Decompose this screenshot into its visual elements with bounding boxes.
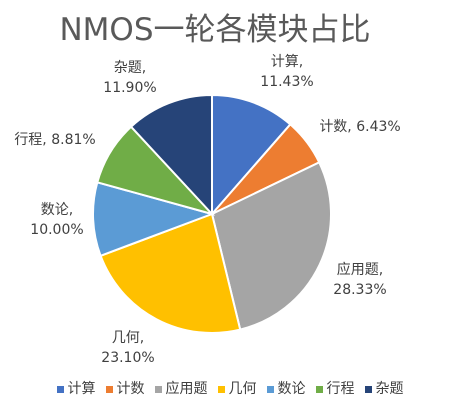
legend-item: 数论: [266, 378, 306, 398]
pie-slice: [210, 161, 332, 331]
legend-label: 数论: [277, 381, 306, 397]
legend-swatch: [105, 385, 113, 393]
data-label: 几何, 23.10%: [101, 330, 155, 366]
legend: 计算 计数 应用题 几何 数论 行程 杂题: [0, 378, 460, 398]
legend-label: 行程: [326, 381, 355, 397]
pie-slice: [92, 181, 216, 258]
legend-label: 计数: [116, 381, 145, 397]
legend-label: 杂题: [375, 381, 404, 397]
data-label: 应用题, 28.33%: [333, 262, 387, 298]
legend-item: 应用题: [154, 378, 208, 398]
data-label: 计数, 6.43%: [319, 119, 401, 135]
legend-item: 杂题: [364, 378, 404, 398]
pie-slice: [129, 93, 213, 217]
legend-item: 行程: [315, 378, 355, 398]
legend-item: 计数: [105, 378, 145, 398]
data-label: 行程, 8.81%: [14, 132, 96, 148]
legend-label: 计算: [67, 381, 96, 397]
legend-swatch: [315, 385, 323, 393]
legend-swatch: [217, 385, 225, 393]
legend-label: 应用题: [165, 381, 208, 397]
pie-slice: [211, 93, 292, 217]
legend-swatch: [154, 385, 162, 393]
data-label: 数论, 10.00%: [30, 202, 84, 238]
legend-item: 计算: [56, 378, 96, 398]
chart-title: NMOS一轮各模块占比: [59, 12, 371, 48]
legend-swatch: [364, 385, 372, 393]
legend-label: 几何: [228, 381, 257, 397]
data-label: 杂题, 11.90%: [103, 60, 157, 96]
legend-swatch: [266, 385, 274, 393]
legend-item: 几何: [217, 378, 257, 398]
legend-swatch: [56, 385, 64, 393]
data-label: 计算, 11.43%: [260, 54, 314, 90]
